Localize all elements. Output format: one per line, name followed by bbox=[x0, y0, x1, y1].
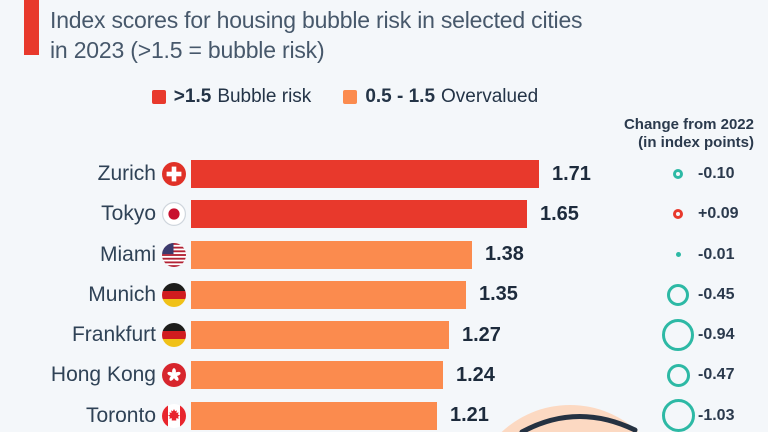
legend-item-overvalued: 0.5 - 1.5 Overvalued bbox=[343, 86, 538, 108]
change-circle-icon bbox=[675, 252, 681, 258]
chart-title-line1: Index scores for housing bubble risk in … bbox=[50, 7, 583, 33]
index-score-value: 1.38 bbox=[485, 243, 524, 266]
title-accent-bar bbox=[24, 0, 39, 55]
legend-label: Overvalued bbox=[441, 86, 539, 107]
flag-switzerland-icon bbox=[162, 162, 186, 186]
change-value: -1.03 bbox=[698, 406, 735, 424]
index-score-bar bbox=[191, 401, 437, 430]
index-score-value: 1.65 bbox=[540, 202, 579, 225]
change-circle-icon bbox=[662, 319, 694, 352]
city-label: Zurich bbox=[97, 162, 156, 185]
change-circle-box bbox=[658, 160, 698, 188]
legend: >1.5 Bubble risk 0.5 - 1.5 Overvalued bbox=[0, 86, 690, 108]
index-score-bar bbox=[191, 280, 466, 309]
flag-germany-icon bbox=[162, 282, 186, 307]
city-label: Hong Kong bbox=[50, 363, 156, 387]
change-circle-box bbox=[658, 241, 698, 269]
chart-row-zurich: Zurich 1.71 -0.10 bbox=[0, 160, 768, 188]
change-circle-box bbox=[658, 319, 698, 352]
index-score-value: 1.27 bbox=[462, 323, 501, 346]
index-score-bar bbox=[191, 160, 539, 188]
change-value: -0.01 bbox=[698, 245, 735, 263]
change-header-line2: (in index points) bbox=[638, 134, 754, 151]
legend-swatch-overvalued-icon bbox=[343, 90, 358, 104]
legend-range: 0.5 - 1.5 bbox=[365, 86, 436, 107]
city-label: Munich bbox=[88, 282, 156, 306]
change-cell: -0.94 bbox=[658, 319, 735, 352]
change-cell: +0.09 bbox=[658, 200, 738, 228]
flag-japan-icon bbox=[162, 202, 186, 227]
change-value: -0.45 bbox=[698, 285, 735, 303]
legend-item-bubble-risk: >1.5 Bubble risk bbox=[151, 86, 312, 108]
index-score-value: 1.35 bbox=[479, 283, 518, 306]
change-cell: -0.10 bbox=[658, 160, 734, 188]
change-circle-icon bbox=[666, 363, 690, 387]
change-value: -0.94 bbox=[698, 326, 735, 344]
city-label: Frankfurt bbox=[71, 323, 156, 347]
change-value: -0.47 bbox=[698, 366, 735, 384]
index-score-bar bbox=[191, 321, 449, 350]
change-cell: -0.01 bbox=[658, 241, 734, 269]
change-circle-box bbox=[658, 361, 698, 389]
index-score-value: 1.71 bbox=[552, 162, 591, 185]
change-circle-box bbox=[658, 399, 698, 432]
chart-row-toronto: Toronto 1.21 -1.03 bbox=[0, 399, 768, 432]
change-column-header: Change from 2022 (in index points) bbox=[624, 116, 754, 152]
flag-usa-icon bbox=[162, 242, 186, 267]
chart-row-tokyo: Tokyo 1.65 +0.09 bbox=[0, 200, 768, 229]
index-score-bar bbox=[191, 361, 443, 390]
chart-row-frankfurt: Frankfurt 1.27 -0.94 bbox=[0, 319, 768, 352]
change-circle-icon bbox=[673, 209, 683, 220]
index-score-value: 1.24 bbox=[456, 363, 495, 386]
chart-row-miami: Miami 1.38 -0.01 bbox=[0, 240, 768, 269]
legend-range: >1.5 bbox=[173, 86, 212, 107]
change-value: -0.10 bbox=[698, 165, 735, 182]
change-value: +0.09 bbox=[698, 205, 739, 223]
index-score-value: 1.21 bbox=[450, 404, 489, 427]
index-score-bar bbox=[191, 240, 472, 269]
change-cell: -0.45 bbox=[658, 281, 734, 309]
city-label: Tokyo bbox=[101, 202, 156, 226]
chart-title-line2: in 2023 (>1.5 = bubble risk) bbox=[50, 37, 325, 63]
change-circle-icon bbox=[661, 399, 695, 432]
chart-row-hong-kong: Hong Kong 1.24 -0.47 bbox=[0, 361, 768, 390]
change-circle-icon bbox=[673, 169, 683, 179]
legend-swatch-bubble-risk-icon bbox=[151, 90, 166, 104]
change-circle-box bbox=[658, 281, 698, 309]
legend-label: Bubble risk bbox=[217, 86, 312, 107]
bar-rows: Zurich 1.71 -0.10 Tokyo 1.65 +0.09 Miami 1.38 -0… bbox=[0, 160, 768, 432]
index-score-bar bbox=[191, 200, 527, 229]
flag-hong-kong-icon bbox=[162, 363, 186, 388]
flag-germany-icon bbox=[162, 323, 186, 348]
chart-row-munich: Munich 1.35 -0.45 bbox=[0, 280, 768, 309]
change-circle-box bbox=[658, 200, 698, 228]
change-cell: -0.47 bbox=[658, 361, 734, 389]
house-illustration-arc-icon bbox=[519, 414, 638, 432]
flag-canada-icon bbox=[162, 403, 186, 428]
city-label: Miami bbox=[100, 242, 156, 266]
change-cell: -1.03 bbox=[658, 399, 735, 432]
city-label: Toronto bbox=[85, 403, 156, 427]
change-header-line1: Change from 2022 bbox=[623, 116, 754, 133]
chart-title: Index scores for housing bubble risk in … bbox=[50, 5, 583, 65]
change-circle-icon bbox=[667, 283, 689, 306]
